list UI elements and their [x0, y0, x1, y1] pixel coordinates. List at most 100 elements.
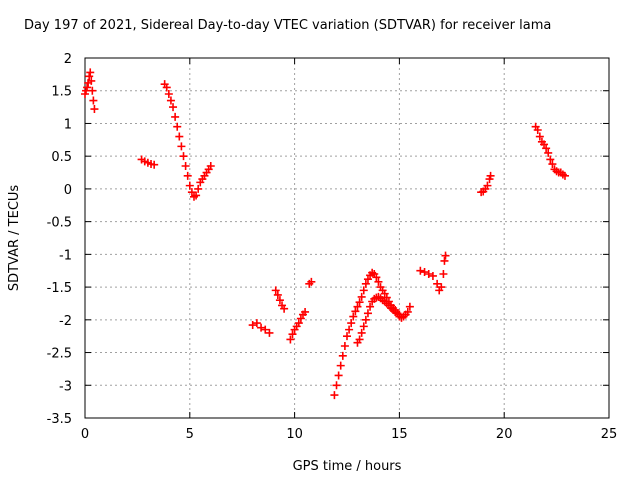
- data-point-marker: [150, 160, 159, 169]
- data-point-marker: [486, 171, 495, 180]
- data-point-marker: [542, 144, 551, 153]
- data-point-marker: [288, 330, 297, 339]
- data-point-marker: [355, 298, 364, 307]
- data-point-marker: [179, 152, 188, 161]
- data-point-marker: [88, 86, 97, 95]
- data-point-marker: [307, 277, 316, 286]
- data-point-marker: [301, 307, 310, 316]
- data-point-marker: [359, 322, 368, 331]
- x-axis-label: GPS time / hours: [293, 459, 402, 474]
- y-tick-label: -2: [59, 314, 72, 329]
- data-point-marker: [355, 335, 364, 344]
- data-point-marker: [173, 122, 182, 131]
- y-tick-label: -1: [59, 248, 72, 263]
- data-point-marker: [347, 319, 356, 328]
- data-point-marker: [340, 342, 349, 350]
- y-tick-label: 2: [64, 52, 72, 67]
- y-tick-label: 1.5: [51, 85, 72, 100]
- data-point-marker: [252, 319, 261, 328]
- data-point-marker: [169, 103, 178, 112]
- x-tick-label: 10: [286, 427, 303, 442]
- data-point-marker: [286, 335, 295, 344]
- data-point-marker: [164, 90, 173, 98]
- data-point-marker: [187, 188, 196, 197]
- data-point-marker: [363, 309, 372, 318]
- data-point-marker: [330, 391, 339, 400]
- plot-area-border: [84, 57, 610, 419]
- data-point-marker: [361, 315, 370, 324]
- data-point-marker: [338, 351, 347, 360]
- data-point-marker: [185, 181, 194, 190]
- data-point-marker: [357, 328, 366, 337]
- y-tick-label: -2.5: [47, 347, 72, 362]
- data-point-marker: [345, 325, 354, 334]
- data-point-marker: [175, 132, 184, 141]
- data-point-marker: [351, 307, 360, 316]
- chart-title: Day 197 of 2021, Sidereal Day-to-day VTE…: [24, 18, 552, 33]
- data-point-marker: [177, 142, 186, 151]
- y-axis-label: SDTVAR / TECUs: [7, 185, 22, 292]
- data-point-marker: [483, 181, 492, 190]
- data-point-marker: [548, 160, 557, 169]
- data-point-marker: [560, 171, 569, 180]
- x-tick-label: 20: [496, 427, 513, 442]
- data-point-marker: [544, 148, 553, 157]
- data-point-marker: [265, 328, 274, 337]
- data-point-marker: [403, 307, 412, 316]
- axis-ticks: 0 5 10 15 20 25 2 1.5 1 0.5 0 -0.5 -1 -1.5 -2 -2.5 -3 -3.…: [47, 52, 618, 442]
- data-point-marker: [261, 325, 270, 334]
- data-point-marker: [257, 323, 266, 332]
- data-point-marker: [433, 279, 442, 288]
- data-point-marker: [353, 302, 362, 311]
- x-tick-label: 25: [601, 427, 618, 442]
- data-point-marker: [535, 132, 544, 141]
- data-point-marker: [275, 296, 284, 305]
- data-point-marker: [294, 319, 303, 328]
- data-point-marker: [273, 290, 282, 299]
- data-point-marker: [85, 72, 94, 81]
- data-point-marker: [206, 162, 215, 170]
- data-point-marker: [420, 268, 429, 277]
- x-tick-label: 0: [81, 427, 89, 442]
- data-point-marker: [166, 96, 175, 105]
- x-tick-label: 5: [186, 427, 194, 442]
- data-point-marker: [533, 126, 542, 134]
- data-point-marker: [194, 184, 203, 193]
- data-point-marker: [192, 191, 201, 200]
- data-point-marker: [83, 83, 92, 92]
- data-point-marker: [395, 310, 404, 319]
- data-point-marker: [405, 302, 414, 311]
- data-point-marker: [361, 279, 370, 288]
- data-point-marker: [90, 105, 99, 114]
- data-point-marker: [424, 270, 433, 278]
- data-point-marker: [349, 312, 358, 321]
- y-tick-label: -3.5: [47, 412, 72, 427]
- data-point-marker: [171, 112, 180, 121]
- data-point-marker: [280, 304, 289, 313]
- data-point-marker: [439, 270, 448, 278]
- data-point-marker: [416, 266, 425, 275]
- y-tick-label: 1: [64, 117, 72, 132]
- y-tick-label: -1.5: [47, 281, 72, 296]
- data-point-marker: [87, 76, 96, 85]
- data-point-marker: [357, 292, 366, 301]
- data-point-marker: [374, 277, 383, 286]
- data-markers: [81, 68, 569, 400]
- data-point-marker: [86, 68, 95, 77]
- data-point-marker: [332, 381, 341, 390]
- y-tick-label: -0.5: [47, 216, 72, 231]
- data-point-marker: [372, 273, 381, 282]
- data-point-marker: [546, 155, 555, 164]
- data-point-marker: [437, 283, 446, 292]
- data-point-marker: [162, 83, 171, 92]
- data-point-marker: [181, 162, 190, 170]
- data-point-marker: [183, 171, 192, 180]
- data-point-marker: [440, 256, 449, 265]
- data-point-marker: [336, 361, 345, 370]
- data-point-marker: [366, 302, 375, 311]
- y-tick-label: 0: [64, 183, 72, 198]
- data-point-marker: [428, 271, 437, 280]
- data-point-marker: [441, 251, 450, 260]
- y-tick-label: 0.5: [51, 150, 72, 165]
